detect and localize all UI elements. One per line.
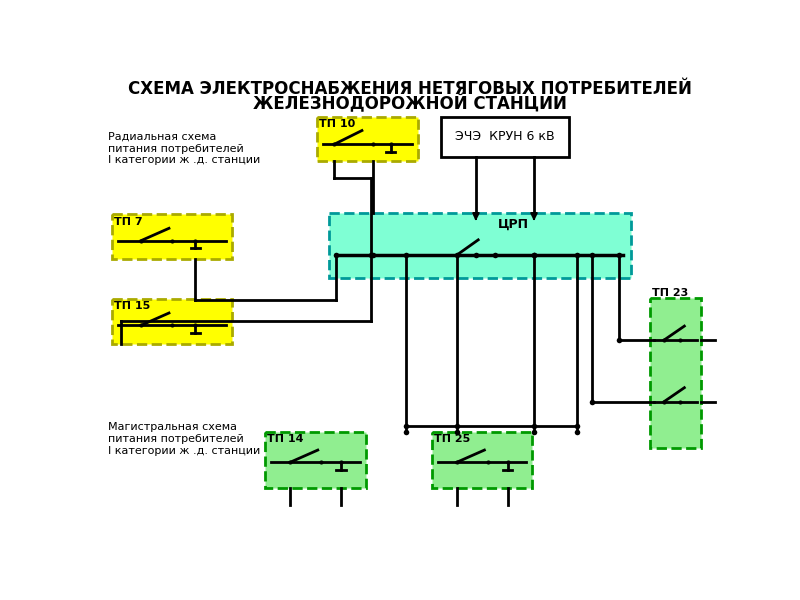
Text: ТП 23: ТП 23 — [652, 287, 688, 298]
Text: ТП 10: ТП 10 — [319, 119, 355, 129]
FancyBboxPatch shape — [265, 431, 366, 488]
Text: ЭЧЭ  КРУН 6 кВ: ЭЧЭ КРУН 6 кВ — [455, 130, 554, 143]
FancyBboxPatch shape — [650, 298, 701, 448]
Text: ТП 7: ТП 7 — [114, 217, 142, 227]
FancyBboxPatch shape — [112, 299, 232, 344]
FancyBboxPatch shape — [329, 213, 631, 278]
FancyBboxPatch shape — [441, 116, 569, 157]
FancyBboxPatch shape — [317, 116, 418, 161]
Text: ЖЕЛЕЗНОДОРОЖНОЙ СТАНЦИИ: ЖЕЛЕЗНОДОРОЖНОЙ СТАНЦИИ — [253, 94, 567, 113]
Text: Магистральная схема
питания потребителей
I категории ж .д. станции: Магистральная схема питания потребителей… — [108, 422, 260, 455]
FancyBboxPatch shape — [112, 214, 232, 259]
Text: СХЕМА ЭЛЕКТРОСНАБЖЕНИЯ НЕТЯГОВЫХ ПОТРЕБИТЕЛЕЙ: СХЕМА ЭЛЕКТРОСНАБЖЕНИЯ НЕТЯГОВЫХ ПОТРЕБИ… — [128, 80, 692, 98]
Text: ЦРП: ЦРП — [498, 218, 529, 230]
Text: Радиальная схема
питания потребителей
I категории ж .д. станции: Радиальная схема питания потребителей I … — [108, 132, 260, 165]
Text: ТП 15: ТП 15 — [114, 301, 150, 311]
Text: ТП 25: ТП 25 — [434, 434, 470, 444]
Text: ТП 14: ТП 14 — [267, 434, 304, 444]
FancyBboxPatch shape — [432, 431, 533, 488]
